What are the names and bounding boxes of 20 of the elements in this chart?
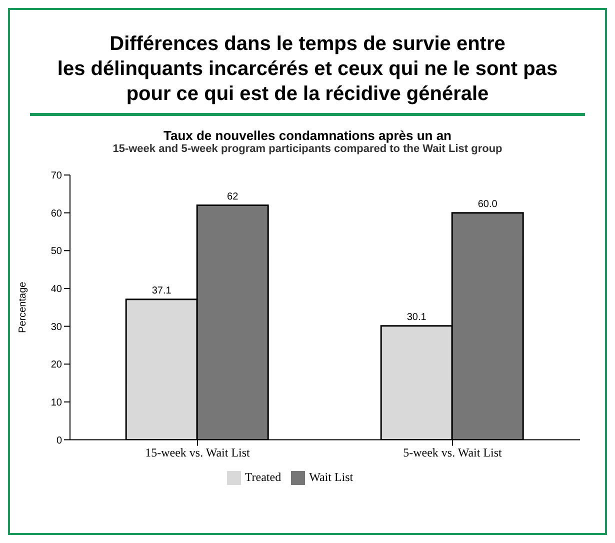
y-tick-label: 70 (50, 170, 62, 182)
data-label: 37.1 (152, 285, 172, 296)
legend-label: Treated (244, 470, 282, 484)
chart-subtitle: Taux de nouvelles condamnations après un an (162, 128, 452, 143)
y-tick-label: 50 (50, 246, 62, 258)
y-tick-label: 10 (50, 397, 62, 408)
x-tick-label: 15-week vs. Wait List (145, 445, 251, 460)
y-tick-label: 60 (50, 208, 62, 220)
y-tick-label: 0 (56, 435, 62, 446)
y-tick-label: 40 (50, 284, 62, 296)
chart-title: Différences dans le temps de survie entre les délinquants incarcérés et ceux qui ne le sont pas pour ce qui est de la récidive générale (56, 32, 559, 107)
y-tick-label: 30 (50, 322, 62, 333)
text: 15-week and 5-week program participants compared to the Wait List group (112, 143, 504, 155)
data-label: 62 (227, 191, 239, 202)
data-label: 60.0 (478, 198, 498, 210)
y-tick-label: 20 (50, 360, 62, 371)
x-tick-label: 5-week vs. Wait List (403, 445, 503, 460)
legend-label: Wait List (309, 470, 354, 484)
data-label: 30.1 (406, 312, 427, 323)
y-axis-title: Percentage (18, 281, 29, 333)
